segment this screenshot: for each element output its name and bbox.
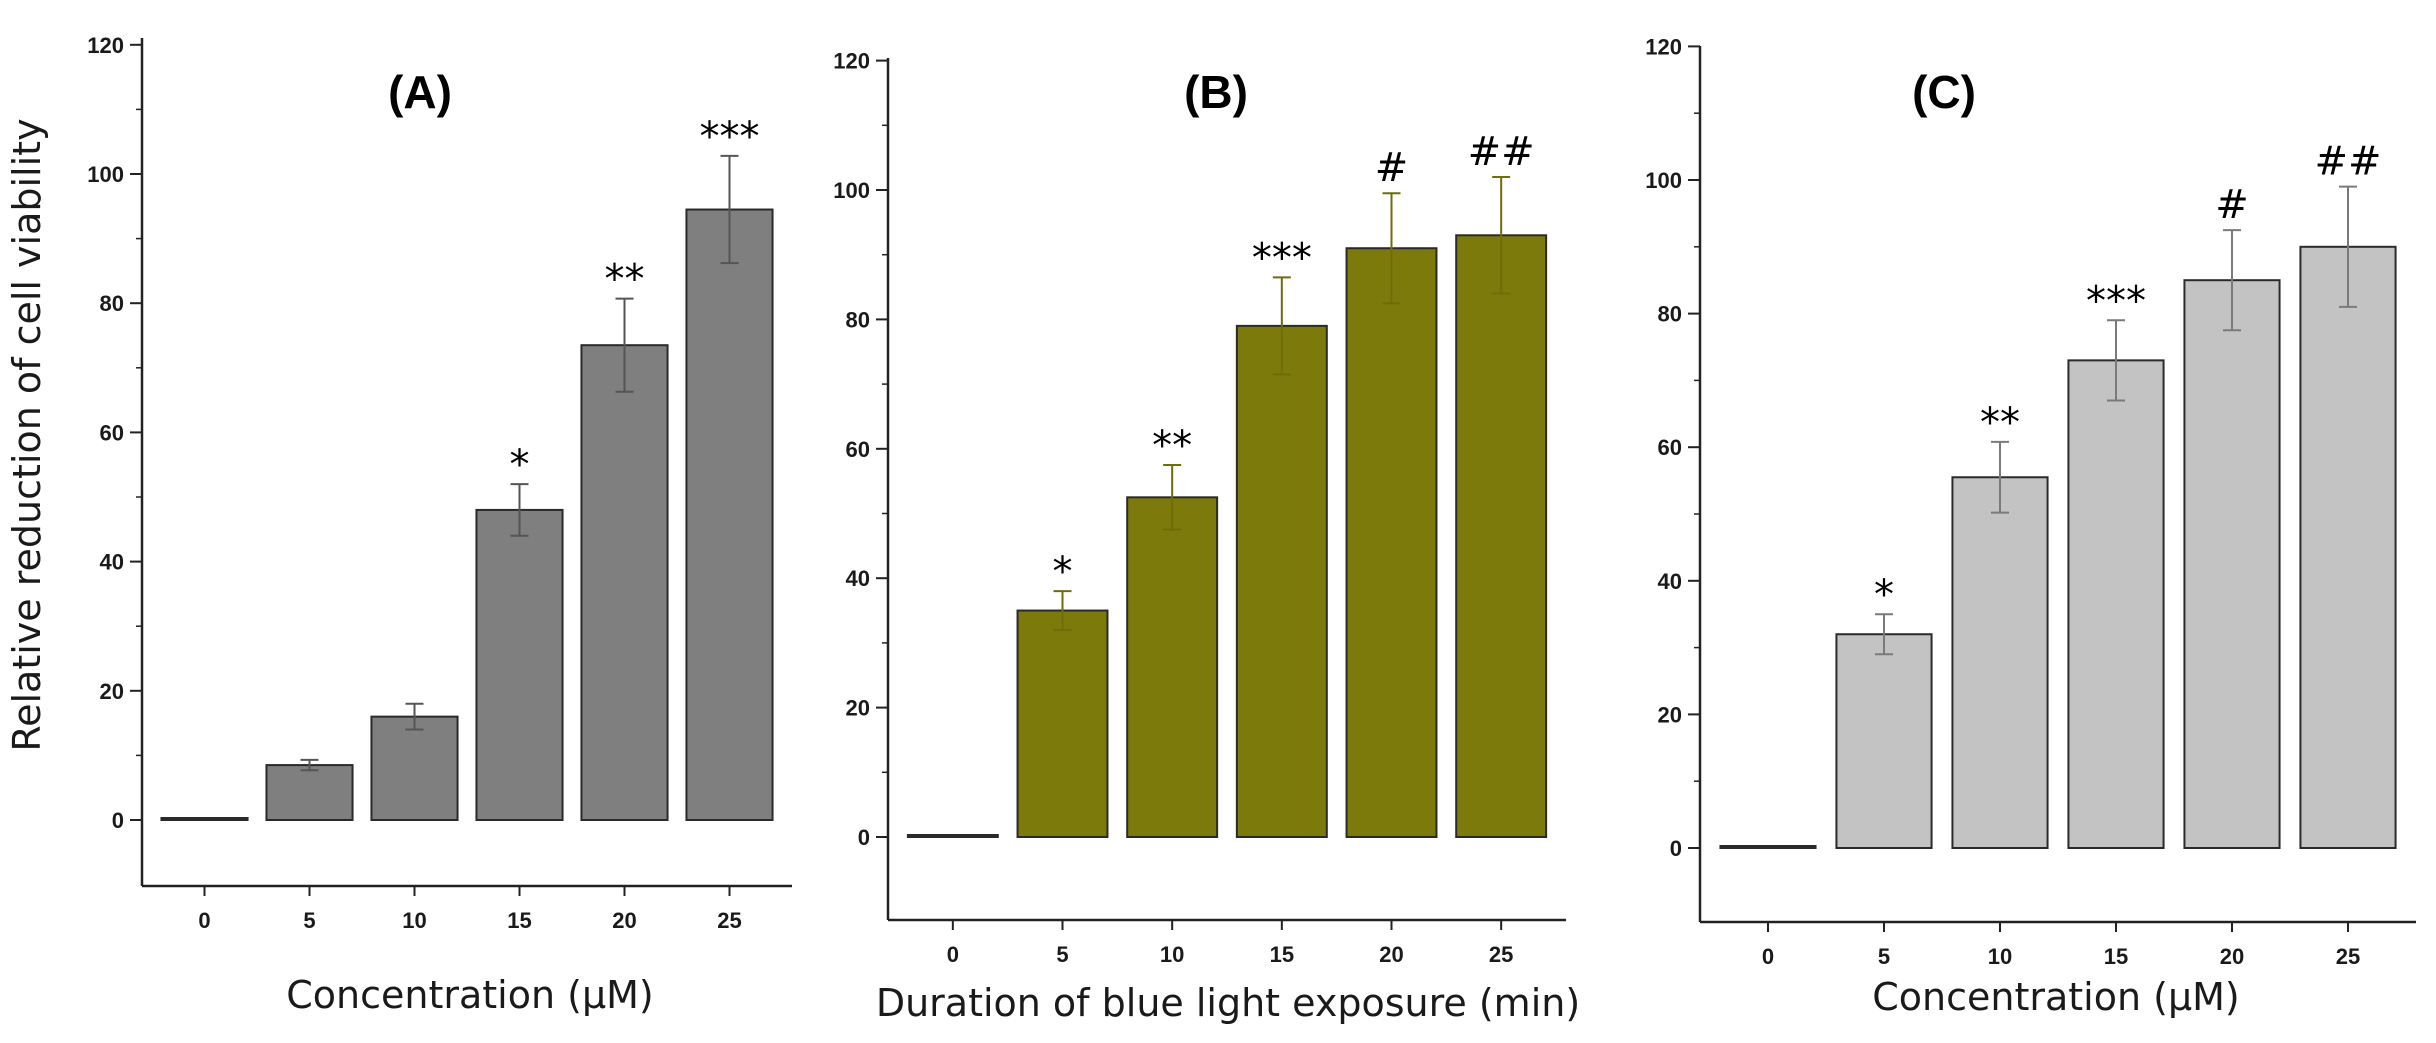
bar xyxy=(160,817,249,821)
y-tick-label: 40 xyxy=(846,566,870,591)
x-tick-label: 20 xyxy=(1379,942,1403,967)
bar xyxy=(906,834,999,838)
y-tick-label: 20 xyxy=(100,679,124,704)
significance-label: ## xyxy=(1468,129,1535,175)
bar xyxy=(1835,633,1933,849)
significance-label: *** xyxy=(700,114,760,160)
x-tick-label: 5 xyxy=(303,908,315,933)
significance-label: # xyxy=(1375,145,1409,191)
panel-label: (A) xyxy=(388,66,452,118)
x-tick-label: 5 xyxy=(1056,942,1068,967)
x-tick-label: 10 xyxy=(1160,942,1184,967)
y-tick-label: 80 xyxy=(1658,302,1682,327)
x-tick-label: 25 xyxy=(717,908,741,933)
y-tick-label: 0 xyxy=(112,808,124,833)
x-tick-label: 10 xyxy=(402,908,426,933)
significance-label: * xyxy=(1874,572,1894,618)
x-tick-label: 0 xyxy=(947,942,959,967)
bar xyxy=(1235,324,1328,838)
y-tick-label: 20 xyxy=(1658,702,1682,727)
x-tick-label: 20 xyxy=(2220,944,2244,969)
bar xyxy=(685,208,774,821)
x-tick-label: 15 xyxy=(2104,944,2128,969)
significance-label: * xyxy=(1053,549,1073,595)
y-tick-label: 0 xyxy=(1670,836,1682,861)
y-tick-label: 80 xyxy=(846,307,870,332)
bar xyxy=(1719,845,1817,849)
y-tick-label: 120 xyxy=(87,33,124,58)
y-tick-label: 60 xyxy=(100,420,124,445)
panel-label: (B) xyxy=(1184,66,1248,118)
chart-panel-c: 0 20 40 60 80 100 120 0 * 5 ** 10 *** 15 #20 ## 25 (C) Con… xyxy=(1645,34,2416,1019)
y-tick-label: 0 xyxy=(858,825,870,850)
x-tick-label: 15 xyxy=(1270,942,1294,967)
y-axis-title: Relative reduction of cell viability xyxy=(5,118,49,751)
bar xyxy=(1951,476,2049,849)
bar xyxy=(2299,245,2397,850)
bar xyxy=(2183,279,2281,849)
y-tick-label: 120 xyxy=(833,49,870,74)
x-axis-title: Concentration (μM) xyxy=(286,973,654,1017)
significance-label: ** xyxy=(1980,400,2020,446)
bar xyxy=(370,715,459,822)
bar xyxy=(580,344,669,821)
x-tick-label: 0 xyxy=(198,908,210,933)
bar xyxy=(1126,496,1219,838)
significance-label: *** xyxy=(2086,278,2146,324)
bar xyxy=(1345,247,1438,839)
y-tick-label: 40 xyxy=(1658,569,1682,594)
significance-label: * xyxy=(510,442,530,488)
bar xyxy=(265,764,354,822)
x-tick-label: 0 xyxy=(1762,944,1774,969)
panel-label: (C) xyxy=(1912,66,1976,118)
x-tick-label: 25 xyxy=(2336,944,2360,969)
y-tick-label: 20 xyxy=(846,696,870,721)
bar xyxy=(475,508,564,821)
x-tick-label: 15 xyxy=(507,908,531,933)
x-tick-label: 25 xyxy=(1489,942,1513,967)
x-axis-title: Duration of blue light exposure (min) xyxy=(876,981,1580,1025)
y-tick-label: 60 xyxy=(1658,435,1682,460)
chart-panel-b: 0 20 40 60 80 100 120 0 * 5 ** 10 *** 15 #20 ## 25 (B) Dur… xyxy=(833,49,1580,1025)
y-tick-label: 100 xyxy=(1645,168,1682,193)
bar xyxy=(1455,234,1548,839)
x-axis-title: Concentration (μM) xyxy=(1872,975,2240,1019)
chart-panel-a: 0 20 40 60 80 100 120 0 5 10 * 15 ** 20 *** 25 (A) Concen… xyxy=(87,33,792,1017)
y-tick-label: 100 xyxy=(87,162,124,187)
significance-label: ## xyxy=(2314,139,2381,185)
y-tick-label: 80 xyxy=(100,291,124,316)
x-tick-label: 5 xyxy=(1878,944,1890,969)
bar xyxy=(2067,359,2165,849)
y-tick-label: 60 xyxy=(846,437,870,462)
x-tick-label: 20 xyxy=(612,908,636,933)
x-tick-label: 10 xyxy=(1988,944,2012,969)
y-tick-label: 100 xyxy=(833,178,870,203)
y-tick-label: 40 xyxy=(100,550,124,575)
significance-label: ** xyxy=(1152,423,1192,469)
y-tick-label: 120 xyxy=(1645,34,1682,59)
significance-label: ** xyxy=(605,257,645,303)
significance-label: # xyxy=(2215,182,2249,228)
significance-label: *** xyxy=(1252,235,1312,281)
bar xyxy=(1016,609,1109,838)
